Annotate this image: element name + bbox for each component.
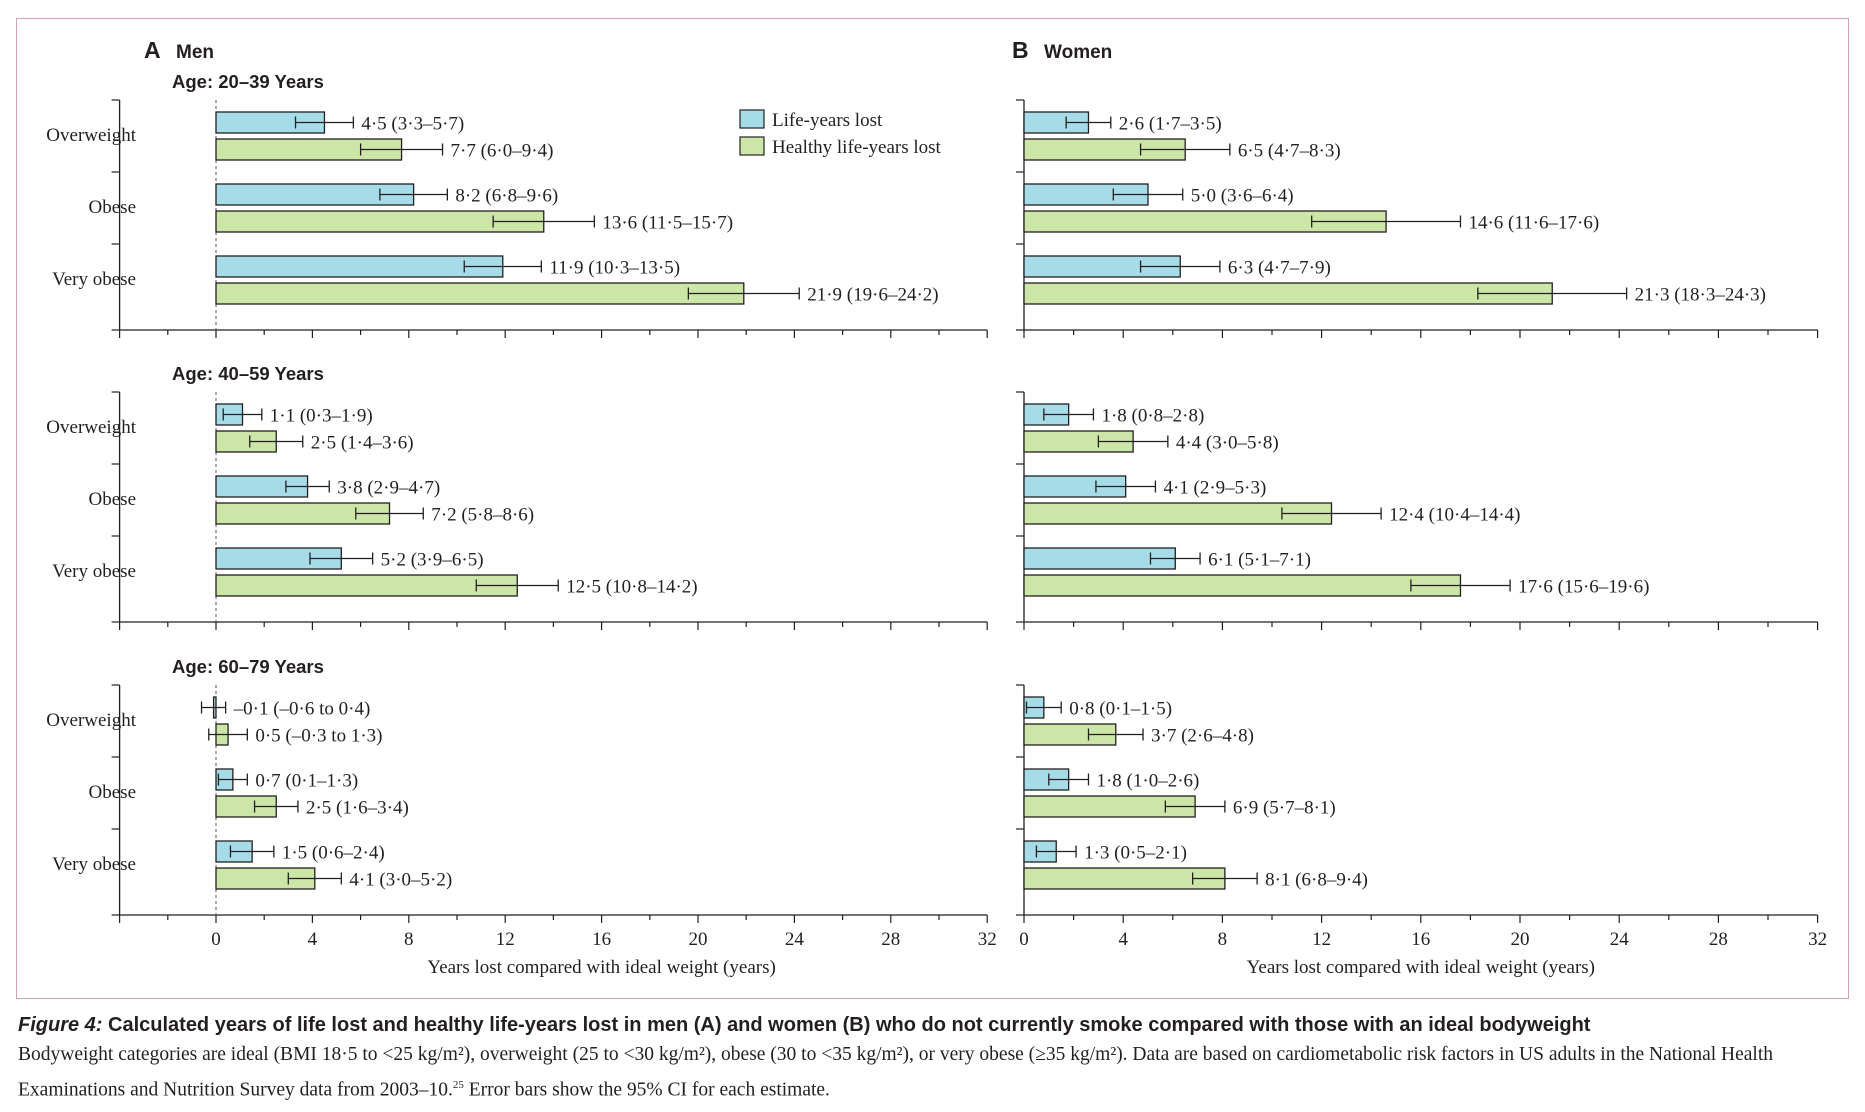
data-label: 11·9 (10·3–13·5): [549, 258, 680, 279]
data-label: 7·2 (5·8–8·6): [431, 505, 534, 526]
panel-title-A: Men: [176, 42, 214, 63]
data-label: 6·9 (5·7–8·1): [1233, 798, 1336, 819]
bar: [215, 255, 504, 278]
data-label: 13·6 (11·5–15·7): [602, 213, 733, 234]
data-label: 2·6 (1·7–3·5): [1119, 114, 1222, 135]
panel-letter-A: A: [144, 37, 161, 63]
legend-label: Life-years lost: [772, 110, 883, 131]
bar: [1023, 574, 1462, 597]
x-tick-label: 20: [689, 929, 708, 950]
data-label: 4·4 (3·0–5·8): [1176, 433, 1279, 454]
data-label: 4·1 (3·0–5·2): [349, 870, 452, 891]
x-tick-label: 0: [1019, 929, 1029, 950]
x-tick-label: 28: [881, 929, 900, 950]
x-tick-label: 4: [1118, 929, 1128, 950]
x-tick-label: 28: [1709, 929, 1728, 950]
x-tick-label: 24: [1610, 929, 1630, 950]
data-label: 2·5 (1·4–3·6): [311, 433, 414, 454]
data-label: 1·5 (0·6–2·4): [282, 843, 385, 864]
x-tick-label: 12: [496, 929, 515, 950]
category-label: Overweight: [46, 125, 136, 146]
figure-caption: Figure 4: Calculated years of life lost …: [18, 1010, 1853, 1106]
data-label: 8·1 (6·8–9·4): [1265, 870, 1368, 891]
data-label: 0·5 (–0·3 to 1·3): [255, 726, 382, 747]
category-label: Overweight: [46, 417, 136, 438]
x-tick-label: 20: [1511, 929, 1530, 950]
x-tick-label: 12: [1312, 929, 1331, 950]
data-label: 1·8 (1·0–2·6): [1096, 771, 1199, 792]
data-label: 7·7 (6·0–9·4): [451, 141, 554, 162]
x-tick-label: 16: [592, 929, 611, 950]
bar: [215, 282, 745, 305]
x-tick-label: 32: [978, 929, 997, 950]
legend-swatch: [739, 136, 765, 156]
data-label: 3·8 (2·9–4·7): [337, 478, 440, 499]
category-label: Obese: [89, 197, 136, 218]
x-tick-label: 24: [785, 929, 805, 950]
caption-title-text: Calculated years of life lost and health…: [102, 1014, 1591, 1036]
category-label: Overweight: [46, 710, 136, 731]
x-tick-label: 4: [308, 929, 318, 950]
caption-reference: 25: [452, 1079, 464, 1091]
panel-letter-B: B: [1012, 37, 1029, 63]
data-label: 3·7 (2·6–4·8): [1151, 726, 1254, 747]
caption-title: Figure 4: Calculated years of life lost …: [18, 1010, 1853, 1040]
bar-chart-figure: A Men Age: 20–39 Years Overweight 4·5 (3·3–5…: [46, 37, 1827, 978]
caption-label: Figure 4:: [18, 1014, 103, 1036]
category-label: Very obese: [52, 854, 136, 875]
data-label: 6·3 (4·7–7·9): [1228, 258, 1331, 279]
legend-label: Healthy life-years lost: [772, 137, 942, 158]
data-label: 1·3 (0·5–2·1): [1084, 843, 1187, 864]
category-label: Very obese: [52, 269, 136, 290]
bar: [215, 574, 518, 597]
age-group-title: Age: 40–59 Years: [172, 363, 324, 384]
x-tick-label: 8: [1218, 929, 1228, 950]
data-label: 21·3 (18·3–24·3): [1635, 285, 1766, 306]
data-label: 12·4 (10·4–14·4): [1389, 505, 1520, 526]
x-tick-label: 0: [211, 929, 221, 950]
data-label: 0·8 (0·1–1·5): [1069, 699, 1172, 720]
data-label: 17·6 (15·6–19·6): [1518, 577, 1649, 598]
x-axis-label: Years lost compared with ideal weight (y…: [427, 957, 775, 978]
category-label: Obese: [89, 782, 136, 803]
data-label: 4·5 (3·3–5·7): [361, 114, 464, 135]
data-label: 14·6 (11·6–17·6): [1468, 213, 1599, 234]
data-label: 6·5 (4·7–8·3): [1238, 141, 1341, 162]
data-label: 0·7 (0·1–1·3): [255, 771, 358, 792]
caption-body: Bodyweight categories are ideal (BMI 18·…: [18, 1044, 1774, 1101]
data-label: 21·9 (19·6–24·2): [807, 285, 938, 306]
category-label: Obese: [89, 489, 136, 510]
category-label: Very obese: [52, 561, 136, 582]
data-label: 5·0 (3·6–6·4): [1191, 186, 1294, 207]
legend-swatch: [739, 109, 765, 129]
age-group-title: Age: 60–79 Years: [172, 656, 324, 677]
figure-frame: [16, 18, 1849, 999]
data-label: 12·5 (10·8–14·2): [566, 577, 697, 598]
x-tick-label: 16: [1411, 929, 1430, 950]
data-label: 2·5 (1·6–3·4): [306, 798, 409, 819]
data-label: 1·1 (0·3–1·9): [270, 406, 373, 427]
x-axis-label: Years lost compared with ideal weight (y…: [1247, 957, 1595, 978]
data-label: 1·8 (0·8–2·8): [1101, 406, 1204, 427]
age-group-title: Age: 20–39 Years: [172, 71, 324, 92]
data-label: 8·2 (6·8–9·6): [455, 186, 558, 207]
x-tick-label: 8: [404, 929, 414, 950]
bar: [1023, 282, 1553, 305]
data-label: 6·1 (5·1–7·1): [1208, 550, 1311, 571]
caption-body-end: Error bars show the 95% CI for each esti…: [463, 1079, 830, 1101]
data-label: 4·1 (2·9–5·3): [1163, 478, 1266, 499]
x-tick-label: 32: [1808, 929, 1827, 950]
data-label: 5·2 (3·9–6·5): [381, 550, 484, 571]
panel-title-B: Women: [1044, 42, 1112, 63]
data-label: –0·1 (–0·6 to 0·4): [233, 699, 371, 720]
